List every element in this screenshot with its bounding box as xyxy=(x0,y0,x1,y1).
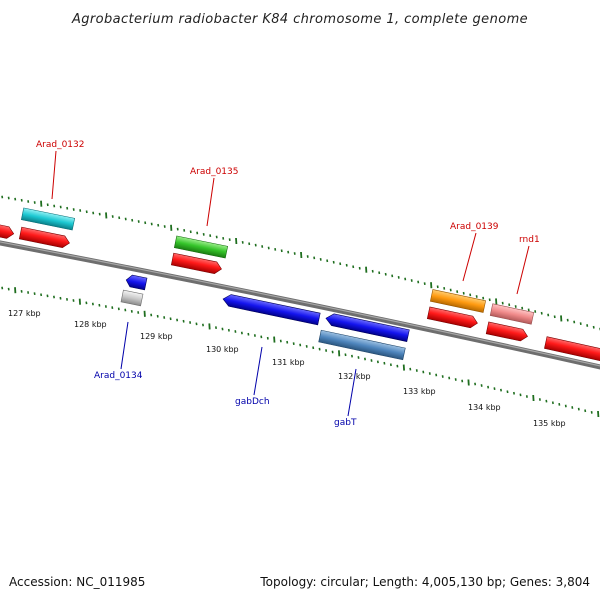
gene-rnd1-feature[interactable] xyxy=(489,303,535,325)
leader-line-arad-0134 xyxy=(120,321,129,370)
leader-line-arad-0132 xyxy=(51,150,57,200)
gene-label-arad-0135[interactable]: Arad_0135 xyxy=(190,167,239,177)
cds-arad-0139[interactable] xyxy=(426,306,478,329)
cds-gabt[interactable] xyxy=(325,312,410,342)
gene-gabt-feature[interactable] xyxy=(318,329,406,361)
genome-summary-text: Topology: circular; Length: 4,005,130 bp… xyxy=(259,575,590,589)
cds-forward-right-edge[interactable] xyxy=(544,336,600,363)
kbp-label-133: 133 kbp xyxy=(403,387,436,396)
forward-tick-row xyxy=(1,195,600,331)
gene-arad-0132-feature[interactable] xyxy=(20,207,76,231)
kbp-label-135: 135 kbp xyxy=(533,419,566,428)
leader-line-arad-0139 xyxy=(462,232,477,282)
kbp-label-134: 134 kbp xyxy=(468,403,501,412)
cds-arad-0134[interactable] xyxy=(125,274,148,291)
kbp-label-130: 130 kbp xyxy=(206,345,239,354)
cds-gabdch[interactable] xyxy=(222,293,321,326)
gene-label-arad-0132[interactable]: Arad_0132 xyxy=(36,140,85,150)
kbp-label-128: 128 kbp xyxy=(74,320,107,329)
gene-label-arad-0139[interactable]: Arad_0139 xyxy=(450,222,499,232)
chromosome-backbone-highlight xyxy=(0,241,600,367)
gene-label-gabt[interactable]: gabT xyxy=(334,418,357,428)
gene-arad-0134-feature[interactable] xyxy=(120,289,144,307)
gene-label-arad-0134[interactable]: Arad_0134 xyxy=(94,371,143,381)
cds-rnd1[interactable] xyxy=(485,321,529,342)
leader-line-gabdch xyxy=(253,346,263,396)
gene-arad-0135-feature[interactable] xyxy=(173,235,229,259)
leader-line-arad-0135 xyxy=(206,177,215,227)
gene-arad-0139-feature[interactable] xyxy=(429,289,487,313)
kbp-label-131: 131 kbp xyxy=(272,358,305,367)
reverse-tick-row xyxy=(1,286,600,418)
kbp-label-127: 127 kbp xyxy=(8,309,41,318)
chromosome-backbone xyxy=(0,240,600,370)
map-title: Agrobacterium radiobacter K84 chromosome… xyxy=(71,12,528,27)
accession-text: Accession: NC_011985 xyxy=(9,575,145,589)
leader-line-rnd1 xyxy=(516,245,530,295)
gene-label-rnd1[interactable]: rnd1 xyxy=(519,235,540,245)
gene-label-gabdch[interactable]: gabDch xyxy=(235,397,270,407)
cds-arad-0135[interactable] xyxy=(170,252,222,275)
cds-forward-1[interactable] xyxy=(0,223,15,240)
leader-line-gabt xyxy=(347,368,357,417)
kbp-label-129: 129 kbp xyxy=(140,332,173,341)
cds-arad-0132[interactable] xyxy=(18,226,70,249)
